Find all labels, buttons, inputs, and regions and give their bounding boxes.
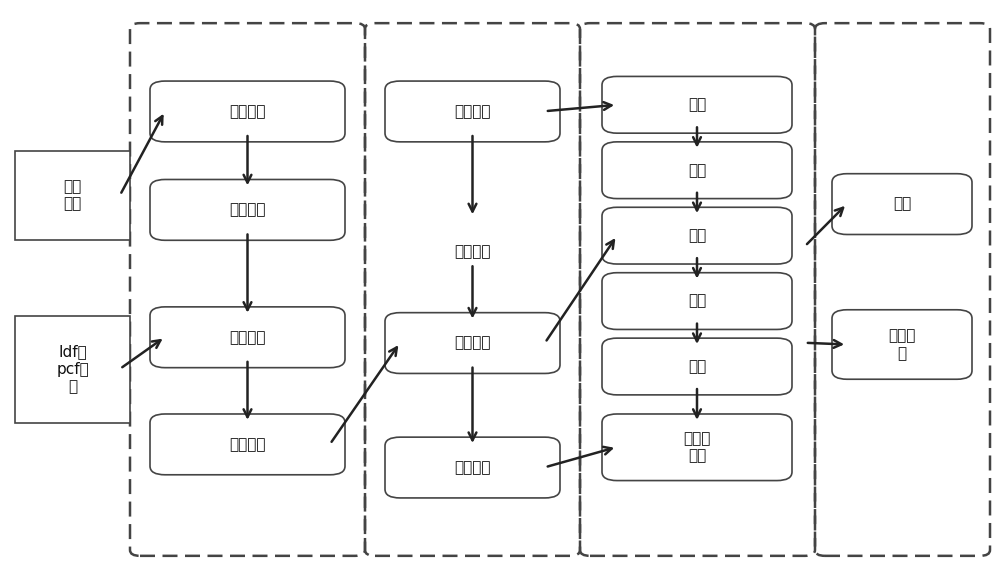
Text: 切割: 切割 bbox=[688, 97, 706, 112]
Text: 报表: 报表 bbox=[893, 197, 911, 211]
FancyBboxPatch shape bbox=[150, 179, 345, 240]
Text: 统计分
析: 统计分 析 bbox=[888, 328, 916, 361]
Text: 材料
清单: 材料 清单 bbox=[63, 179, 82, 211]
Text: 材料清单: 材料清单 bbox=[229, 104, 266, 119]
FancyBboxPatch shape bbox=[150, 81, 345, 142]
FancyBboxPatch shape bbox=[602, 338, 792, 395]
Text: 符号管理: 符号管理 bbox=[229, 203, 266, 217]
FancyBboxPatch shape bbox=[602, 273, 792, 329]
Text: 管段处理: 管段处理 bbox=[229, 330, 266, 345]
FancyBboxPatch shape bbox=[832, 310, 972, 379]
Text: Idf或
pcf文
件: Idf或 pcf文 件 bbox=[56, 344, 89, 394]
FancyBboxPatch shape bbox=[385, 81, 560, 142]
FancyBboxPatch shape bbox=[15, 151, 130, 240]
FancyBboxPatch shape bbox=[15, 316, 130, 423]
Text: 材料仓储: 材料仓储 bbox=[454, 104, 491, 119]
Text: 预制管段: 预制管段 bbox=[229, 437, 266, 452]
Text: 预制计划: 预制计划 bbox=[454, 244, 491, 259]
FancyBboxPatch shape bbox=[385, 313, 560, 373]
Text: 焊后热
处理: 焊后热 处理 bbox=[683, 431, 711, 463]
FancyBboxPatch shape bbox=[602, 142, 792, 199]
FancyBboxPatch shape bbox=[602, 76, 792, 133]
Text: 焊接: 焊接 bbox=[688, 294, 706, 309]
FancyBboxPatch shape bbox=[832, 174, 972, 234]
FancyBboxPatch shape bbox=[602, 414, 792, 481]
FancyBboxPatch shape bbox=[150, 307, 345, 368]
Text: 生产跟踪: 生产跟踪 bbox=[454, 336, 491, 350]
Text: 组对: 组对 bbox=[688, 228, 706, 243]
FancyBboxPatch shape bbox=[602, 207, 792, 264]
FancyBboxPatch shape bbox=[150, 414, 345, 475]
Text: 管段仓储: 管段仓储 bbox=[454, 460, 491, 475]
Text: 坡口: 坡口 bbox=[688, 163, 706, 178]
Text: 检测: 检测 bbox=[688, 359, 706, 374]
FancyBboxPatch shape bbox=[385, 437, 560, 498]
